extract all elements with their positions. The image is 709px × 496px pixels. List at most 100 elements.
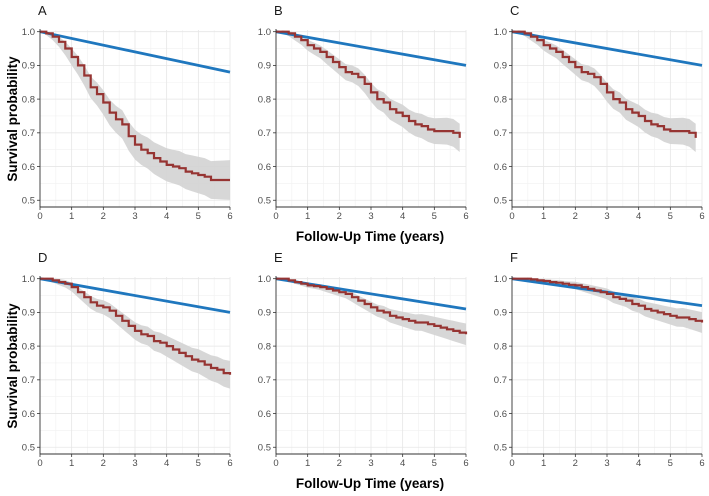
panel-c-x-tick-label: 1 <box>541 211 546 222</box>
panel-b-y-tick-label: 0.7 <box>258 128 271 139</box>
panel-e: E 0 1 2 3 4 5 6 0.5 0.6 0.7 0.8 0.9 1.0 <box>258 250 469 469</box>
panel-d-y-tick-label: 0.6 <box>22 409 35 420</box>
panel-c-y-tick-label: 0.7 <box>494 128 507 139</box>
panel-f-x-tick-label: 3 <box>604 458 609 469</box>
panel-f-y-tick-label: 0.9 <box>494 308 507 319</box>
y-axis-title-top-row: Survival probability <box>5 56 20 182</box>
panel-b-x-tick-label: 5 <box>432 211 437 222</box>
panel-c-observed-line <box>512 30 697 138</box>
panel-a-x-tick-label: 2 <box>101 211 106 222</box>
panel-f-y-tick-label: 0.7 <box>494 375 507 386</box>
panel-b: B 0 1 2 3 4 5 6 0.5 0.6 0.7 0.8 0.9 1.0 <box>258 3 469 222</box>
panel-b-y-tick-label: 0.5 <box>258 196 271 207</box>
panel-a-y-tick-label: 0.7 <box>22 128 35 139</box>
panel-a-y-tick-label: 0.6 <box>22 162 35 173</box>
panels-container: A0 1 2 3 4 5 60.50.60.70.80.91.0B0 1 2 3 4 5 60.50.6… <box>22 3 705 469</box>
panel-f-y-tick-label: 0.5 <box>494 443 507 454</box>
panel-d-y-tick-label: 0.8 <box>22 341 35 352</box>
panel-e-x-tick-label: 4 <box>400 458 405 469</box>
panel-c-y-tick-label: 0.6 <box>494 162 507 173</box>
panel-c-y-tick-label: 0.9 <box>494 61 507 72</box>
panel-b-x-tick-label: 1 <box>305 211 310 222</box>
panel-b-x-tick-label: 0 <box>273 211 278 222</box>
panel-d-y-tick-label: 0.7 <box>22 375 35 386</box>
panel-a-x-tick-label: 3 <box>132 211 137 222</box>
panel-a-expected-line <box>39 30 231 74</box>
panel-e-observed-line <box>276 277 468 335</box>
panel-c-x-tick-label: 0 <box>509 211 514 222</box>
panel-a-label: A <box>38 3 47 18</box>
panel-b-y-tick-label: 0.6 <box>258 162 271 173</box>
panel-c-x-tick-label: 3 <box>604 211 609 222</box>
panel-a: A 0 1 2 3 4 5 6 0.5 0.6 0.7 0.8 0.9 1.0 <box>22 3 233 222</box>
panel-b-label: B <box>274 3 283 18</box>
panel-c-y-tick-label: 0.5 <box>494 196 507 207</box>
panel-b-x-tick-label: 3 <box>368 211 373 222</box>
panel-e-x-tick-label: 2 <box>337 458 342 469</box>
panel-e-x-tick-label: 1 <box>305 458 310 469</box>
panel-c-y-tick-label: 0.8 <box>494 94 507 105</box>
panel-d-label: D <box>38 250 47 265</box>
panel-e-x-tick-label: 0 <box>273 458 278 469</box>
panel-d: D 0 1 2 3 4 5 6 0.5 0.6 0.7 0.8 0.9 1.0 <box>22 250 233 469</box>
panel-f-x-tick-label: 4 <box>636 458 641 469</box>
panel-a-y-tick-label: 1.0 <box>22 27 35 38</box>
panel-f-x-tick-label: 2 <box>573 458 578 469</box>
panel-e-y-tick-label: 0.9 <box>258 308 271 319</box>
panel-e-label: E <box>274 250 283 265</box>
panel-a-observed-line <box>40 30 230 182</box>
x-axis-title-bottom-row: Follow-Up Time (years) <box>296 476 444 491</box>
panel-e-x-tick-label: 5 <box>432 458 437 469</box>
panel-a-y-tick-label: 0.5 <box>22 196 35 207</box>
panel-d-y-tick-label: 0.5 <box>22 443 35 454</box>
panel-e-y-tick-label: 0.5 <box>258 443 271 454</box>
panel-c: C 0 1 2 3 4 5 6 0.5 0.6 0.7 0.8 0.9 1.0 <box>494 3 705 222</box>
panel-d-observed-line <box>40 277 232 375</box>
panel-a-x-tick-label: 1 <box>69 211 74 222</box>
panel-f-y-tick-label: 0.6 <box>494 409 507 420</box>
panel-f-y-tick-label: 0.8 <box>494 341 507 352</box>
panel-a-x-tick-label: 5 <box>196 211 201 222</box>
panel-f: F 0 1 2 3 4 5 6 0.5 0.6 0.7 0.8 0.9 1.0 <box>494 250 705 469</box>
panel-d-y-tick-label: 1.0 <box>22 274 35 285</box>
panel-b-x-tick-label: 6 <box>463 211 468 222</box>
panel-e-y-tick-label: 0.6 <box>258 409 271 420</box>
panel-d-x-tick-label: 3 <box>132 458 137 469</box>
panel-f-label: F <box>510 250 518 265</box>
panel-d-ci-band <box>40 277 230 389</box>
panel-e-y-tick-label: 0.8 <box>258 341 271 352</box>
panel-c-expected-line <box>511 30 703 67</box>
panel-d-x-tick-label: 2 <box>101 458 106 469</box>
x-axis-title-top-row: Follow-Up Time (years) <box>296 229 444 244</box>
panel-f-x-tick-label: 1 <box>541 458 546 469</box>
panel-a-ci-band <box>40 31 230 200</box>
panel-a-x-tick-label: 0 <box>37 211 42 222</box>
panel-e-x-tick-label: 3 <box>368 458 373 469</box>
panel-d-x-tick-label: 5 <box>196 458 201 469</box>
panel-f-y-tick-label: 1.0 <box>494 274 507 285</box>
panel-d-x-tick-label: 6 <box>227 458 232 469</box>
panel-e-ci-band <box>276 278 466 346</box>
panel-d-x-tick-label: 1 <box>69 458 74 469</box>
panel-b-y-tick-label: 0.9 <box>258 61 271 72</box>
panel-b-y-tick-label: 0.8 <box>258 94 271 105</box>
panel-f-x-tick-label: 0 <box>509 458 514 469</box>
panel-c-x-tick-label: 5 <box>668 211 673 222</box>
panel-a-y-tick-label: 0.8 <box>22 94 35 105</box>
panel-e-x-tick-label: 6 <box>463 458 468 469</box>
panel-c-label: C <box>510 3 519 18</box>
panel-c-x-tick-label: 6 <box>699 211 704 222</box>
panel-a-x-tick-label: 4 <box>164 211 169 222</box>
panel-b-x-tick-label: 2 <box>337 211 342 222</box>
panel-b-expected-line <box>275 30 467 67</box>
panel-c-x-tick-label: 4 <box>636 211 641 222</box>
panel-f-observed-line <box>512 277 704 323</box>
panel-b-y-tick-label: 1.0 <box>258 27 271 38</box>
panel-c-x-tick-label: 2 <box>573 211 578 222</box>
panel-f-x-tick-label: 5 <box>668 458 673 469</box>
panel-d-x-tick-label: 4 <box>164 458 169 469</box>
panel-e-y-tick-label: 1.0 <box>258 274 271 285</box>
panel-f-ci-band <box>512 277 702 333</box>
y-axis-title-bottom-row: Survival probability <box>5 303 20 429</box>
